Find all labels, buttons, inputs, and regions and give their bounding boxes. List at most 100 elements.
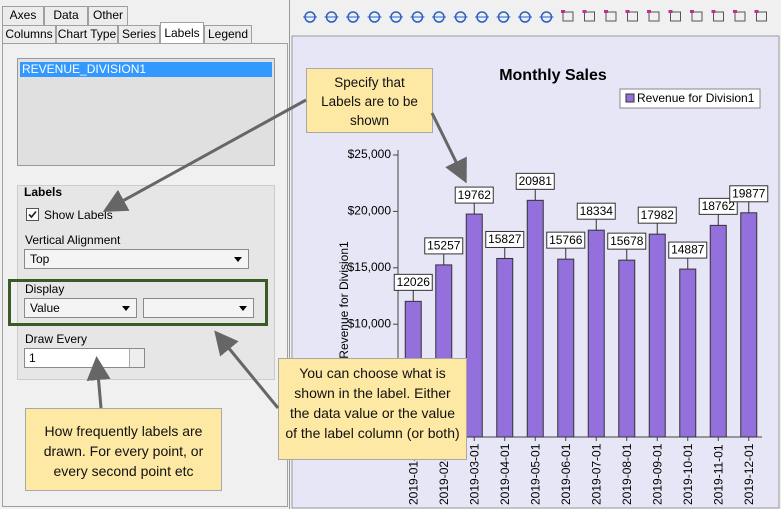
data-label-box	[485, 230, 525, 248]
x-tick-label: 2019-10-01	[681, 443, 695, 505]
bar	[465, 213, 483, 438]
toolbar-icon	[690, 10, 694, 13]
x-tick-label: 2019-03-01	[467, 443, 481, 505]
x-tick-label: 2019-12-01	[742, 443, 756, 505]
bar	[557, 258, 575, 438]
data-label-box	[729, 185, 769, 203]
bar	[740, 212, 758, 438]
data-label: 20981	[519, 174, 553, 188]
tab-selected[interactable]: Labels	[160, 22, 204, 44]
tab[interactable]: Axes	[2, 6, 44, 25]
toolbar-icon	[627, 11, 638, 22]
data-label-box	[424, 237, 464, 255]
tab[interactable]: Series	[118, 25, 160, 44]
data-label-box	[393, 273, 433, 291]
tab[interactable]: Data	[44, 6, 88, 25]
checkbox-label[interactable]: Show Labels	[44, 208, 113, 222]
x-tick-label: 2019-06-01	[559, 443, 573, 505]
x-tick-label: 2019-09-01	[650, 443, 664, 505]
toolbar-icon	[691, 11, 703, 22]
toolbar	[291, 0, 781, 36]
x-tick-label: 2019-11-01	[711, 444, 725, 505]
data-label: 15257	[427, 239, 461, 253]
toolbar-icon	[713, 11, 724, 22]
bar	[496, 257, 514, 438]
toolbar-icon	[647, 10, 651, 13]
field-label: Vertical Alignment	[25, 233, 121, 247]
bar	[679, 268, 697, 438]
data-label-box	[607, 232, 647, 250]
data-label-box	[576, 202, 616, 220]
spinbox[interactable]: 1	[24, 348, 145, 368]
toolbar-icon	[670, 11, 681, 22]
toolbar-icon	[754, 10, 759, 13]
y-tick-label: $10,000	[348, 316, 392, 330]
x-tick-label: 2019-08-01	[620, 443, 634, 505]
x-tick-label: 2019-04-01	[498, 443, 512, 505]
checkbox[interactable]	[26, 208, 39, 221]
toolbar-icon	[625, 10, 630, 13]
data-label: 18762	[702, 199, 736, 213]
group-title: Labels	[24, 185, 63, 199]
toolbar-icon	[734, 11, 746, 22]
bar	[618, 259, 636, 438]
bar	[709, 224, 727, 438]
toolbar-icon	[562, 11, 574, 22]
toolbar-icon	[605, 11, 617, 22]
legend-label: Revenue for Division1	[637, 91, 755, 105]
toolbar-icon	[584, 11, 595, 22]
y-tick-label: $15,000	[348, 260, 392, 274]
y-axis-title: Revenue for Division1	[337, 241, 351, 359]
y-tick-label: $25,000	[348, 147, 392, 161]
legend	[619, 88, 761, 109]
x-tick-label: 2019-05-01	[528, 443, 542, 505]
tab[interactable]: Legend	[204, 25, 252, 44]
display-dropdown[interactable]: Value	[24, 298, 137, 318]
bar	[648, 233, 666, 438]
toolbar-icon	[756, 11, 767, 22]
data-label: 19877	[732, 186, 766, 200]
display-dropdown-2[interactable]	[143, 298, 254, 318]
data-label: 12026	[397, 275, 431, 289]
data-label-box	[515, 172, 555, 190]
series-list[interactable]: REVENUE_DIVISION1	[17, 58, 275, 166]
bar	[587, 229, 605, 438]
list-item[interactable]: REVENUE_DIVISION1	[20, 62, 272, 77]
data-label-box	[698, 197, 738, 215]
data-label-box	[637, 206, 677, 224]
tab[interactable]: Chart Type	[56, 25, 118, 44]
data-label: 15827	[488, 232, 522, 246]
y-tick-label: $20,000	[348, 204, 392, 218]
callout: How frequently labels are drawn. For eve…	[25, 408, 222, 491]
data-label: 15678	[610, 234, 644, 248]
data-label: 19762	[458, 188, 492, 202]
bar	[526, 199, 544, 438]
toolbar-icon	[561, 10, 565, 13]
chart-title: Monthly Sales	[499, 67, 607, 84]
field-label: Draw Every	[25, 332, 88, 346]
callout: Specify that Labels are to be shown	[306, 68, 433, 133]
legend-swatch	[625, 93, 635, 103]
toolbar-icon	[648, 11, 660, 22]
field-label: Display	[25, 282, 65, 296]
alignment-dropdown[interactable]: Top	[24, 249, 249, 269]
data-label-box	[546, 231, 586, 249]
toolbar-icon	[582, 10, 587, 13]
callout: You can choose what is shown in the labe…	[278, 358, 467, 460]
tab[interactable]: Columns	[2, 25, 56, 44]
toolbar-icon	[733, 10, 737, 13]
highlight-box	[8, 279, 268, 326]
data-label: 17982	[641, 208, 675, 222]
data-label-box	[454, 186, 494, 204]
data-label: 15766	[549, 233, 583, 247]
spin-buttons[interactable]	[129, 349, 144, 367]
data-label-box	[668, 241, 708, 259]
toolbar-icon	[604, 10, 608, 13]
data-label: 18334	[580, 204, 614, 218]
tab[interactable]: Other	[88, 6, 128, 25]
toolbar-icon	[668, 10, 673, 13]
toolbar-icon	[711, 10, 716, 13]
data-label: 14887	[671, 243, 705, 257]
x-tick-label: 2019-07-01	[589, 443, 603, 505]
